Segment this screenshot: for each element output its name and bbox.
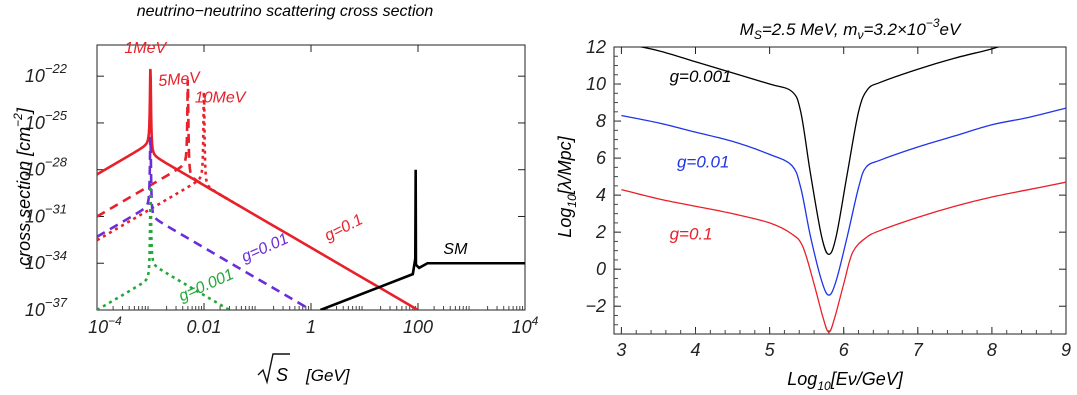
y-tick-label: 10 — [586, 74, 606, 94]
x-tick-label: 7 — [913, 340, 924, 360]
right-chart-title: MS=2.5 MeV, mν=3.2×10−3eV — [740, 16, 962, 42]
right-y-axis-label: Log10[λ/Mpc] — [555, 135, 579, 237]
y-tick-label: 6 — [596, 148, 607, 168]
svg-text:S: S — [276, 365, 288, 385]
series-line-1 — [97, 79, 231, 218]
y-tick-label: 12 — [586, 37, 606, 57]
left-chart-title: neutrino−neutrino scattering cross secti… — [137, 3, 434, 20]
annotation-6: SM — [443, 241, 468, 258]
svg-text:Log10[Eν/GeV]: Log10[Eν/GeV] — [787, 369, 903, 393]
x-tick-label: 100 — [403, 317, 433, 337]
x-tick-label: 4 — [691, 340, 701, 360]
x-tick-label: 5 — [765, 340, 776, 360]
annotation-0: 1MeV — [124, 40, 167, 57]
x-tick-label: 6 — [839, 340, 850, 360]
right-x-axis-label: Log10[Eν/GeV] — [787, 369, 903, 393]
svg-text:[GeV]: [GeV] — [305, 366, 351, 385]
x-tick-label: 8 — [987, 340, 997, 360]
y-tick-label: 10−37 — [25, 295, 68, 320]
x-tick-label: 10−4 — [88, 314, 122, 337]
series-line-0 — [97, 68, 419, 310]
y-tick-label: 4 — [596, 185, 606, 205]
y-tick-label: 0 — [596, 259, 606, 279]
x-tick-label: 104 — [512, 314, 539, 337]
series-line-3 — [97, 136, 312, 310]
y-tick-label: 2 — [595, 222, 606, 242]
annotation-5: g=0.001 — [176, 266, 236, 305]
right-plot-frame — [613, 46, 1067, 335]
annotation-2: g=0.1 — [670, 225, 713, 244]
series-line-1 — [621, 107, 1066, 296]
x-tick-label: 1 — [306, 317, 316, 337]
y-tick-label: −2 — [585, 296, 606, 316]
annotation-4: g=0.01 — [239, 230, 291, 266]
series-line-5 — [319, 169, 525, 310]
annotation-0: g=0.001 — [670, 67, 732, 86]
x-tick-label: 9 — [1061, 340, 1071, 360]
annotation-2: 10MeV — [195, 90, 247, 107]
y-tick-label: 8 — [596, 111, 606, 131]
svg-text:Log10[λ/Mpc]: Log10[λ/Mpc] — [555, 135, 579, 237]
x-tick-label: 3 — [616, 340, 626, 360]
annotation-3: g=0.1 — [322, 211, 366, 245]
svg-text:cross section [cm−2]: cross section [cm−2] — [11, 107, 34, 266]
left-x-axis-label: S [GeV] — [257, 353, 351, 385]
annotation-1: g=0.01 — [677, 152, 729, 171]
series-line-0 — [638, 47, 1001, 256]
x-tick-label: 0.01 — [186, 317, 221, 337]
series-line-2 — [621, 181, 1066, 333]
right-plot-area: 3 4 5 6 7 8 9 −2 0 2 4 6 8 10 12 g=0.001 g=0.01 g=0.1 — [585, 37, 1071, 360]
left-y-axis-label: cross section [cm−2] — [11, 107, 34, 266]
y-tick-label: 10−22 — [25, 61, 68, 86]
left-plot-area: 10−4 0.01 1 100 10410−3710−3410−3110−2810−25… — [25, 40, 539, 337]
annotation-1: 5MeV — [158, 69, 202, 90]
